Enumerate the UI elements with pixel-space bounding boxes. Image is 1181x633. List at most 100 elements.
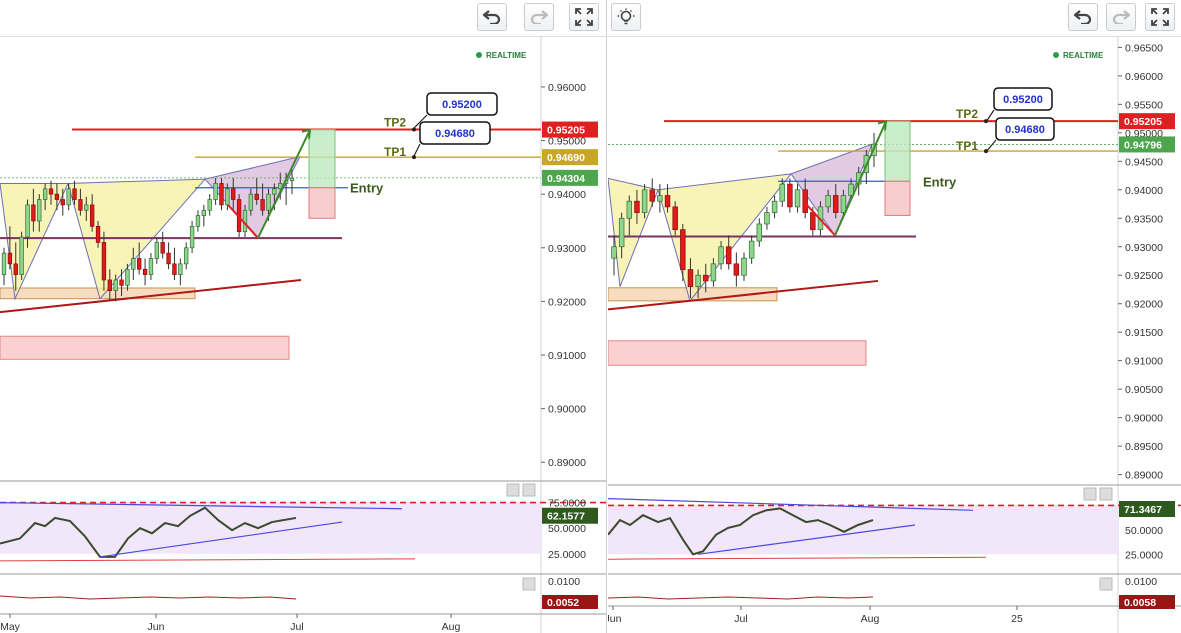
pane-up-button[interactable] xyxy=(522,577,536,591)
fullscreen-icon xyxy=(1151,8,1169,26)
candle xyxy=(649,189,655,202)
candle xyxy=(802,189,808,213)
rsi-trendline xyxy=(608,497,974,511)
entry-label: Entry xyxy=(923,174,957,189)
price-tag xyxy=(1119,136,1175,153)
chart-area-left[interactable]: REALTIME 0.96000 0.95000 0.94000 0.93000 0.92… xyxy=(0,36,606,633)
fullscreen-button[interactable] xyxy=(1145,3,1175,31)
projection-leg xyxy=(257,129,311,239)
price-callout-box xyxy=(419,121,491,145)
lower-value-tag xyxy=(1119,595,1175,609)
price-tag-label: 0.95205 xyxy=(547,125,585,137)
lower-value-tag xyxy=(542,595,598,609)
pane-down-button[interactable] xyxy=(1099,487,1113,501)
price-tag xyxy=(1119,113,1175,130)
candle xyxy=(741,257,747,276)
candle xyxy=(7,252,13,265)
candle xyxy=(618,217,625,248)
tp2-anchor-dot xyxy=(412,127,416,132)
pane-up-button[interactable] xyxy=(506,483,520,497)
candle xyxy=(19,236,24,275)
chart-panel-left[interactable]: REALTIME 0.96000 0.95000 0.94000 0.93000 0.92… xyxy=(0,0,607,633)
target-zone xyxy=(884,120,911,182)
tp1-label: TP1 xyxy=(384,145,406,159)
pane-down-button[interactable] xyxy=(522,483,536,497)
realtime-label: REALTIME xyxy=(1063,51,1104,60)
rsi-tick-label: 75.0000 xyxy=(548,498,586,510)
candle xyxy=(42,188,48,200)
rsi-tick-label: 25.0000 xyxy=(548,549,586,561)
candle xyxy=(695,274,701,287)
projection-leg xyxy=(227,204,259,239)
price-callout-box xyxy=(426,92,498,116)
candle xyxy=(225,188,230,206)
candle xyxy=(89,204,95,227)
price-tag xyxy=(542,149,598,166)
stop-zone xyxy=(308,187,336,219)
x-tick-label: Jul xyxy=(290,621,303,633)
candle xyxy=(289,177,295,182)
candle xyxy=(272,188,277,195)
rsi-trendline xyxy=(697,524,916,555)
candle xyxy=(131,258,136,270)
undo-button[interactable] xyxy=(477,3,507,31)
pane-up-button[interactable] xyxy=(1083,487,1097,501)
undo-icon xyxy=(483,10,501,24)
rsi-value-label: 71.3467 xyxy=(1124,504,1162,516)
candle xyxy=(13,263,18,275)
candle xyxy=(611,246,617,259)
projection-arrow-head xyxy=(877,120,888,131)
chart-panel-right[interactable]: REALTIME 0.96500 0.96000 0.95500 0.95000 0.94… xyxy=(608,0,1181,633)
price-callout-box xyxy=(993,87,1053,111)
undo-button[interactable] xyxy=(1068,3,1098,31)
candle xyxy=(718,246,724,265)
candle xyxy=(148,258,154,275)
rsi-value-tag xyxy=(1119,501,1175,518)
candle xyxy=(794,189,801,208)
candle xyxy=(260,199,265,211)
y-tick-label: 0.89500 xyxy=(1125,441,1163,453)
price-callout-text: 0.95200 xyxy=(442,99,482,111)
lower-indicator-line xyxy=(608,596,874,600)
supply-zone xyxy=(0,335,290,360)
x-tick-label: Jun xyxy=(608,613,622,625)
projection-arrow-head xyxy=(301,128,312,139)
y-tick-label: 0.90000 xyxy=(1125,413,1163,425)
rsi-value-tag xyxy=(542,507,598,524)
y-tick-label: 0.90500 xyxy=(1125,384,1163,396)
fullscreen-button[interactable] xyxy=(569,3,599,31)
undo-icon xyxy=(1074,10,1092,24)
y-tick-label: 0.96000 xyxy=(1125,71,1163,83)
candle xyxy=(37,199,42,222)
entry-label: Entry xyxy=(350,181,384,196)
rsi-tick-label: 25.0000 xyxy=(1125,549,1163,561)
candle xyxy=(201,209,207,216)
candle xyxy=(137,258,142,270)
candle xyxy=(166,252,171,265)
stop-zone xyxy=(884,180,911,216)
candle xyxy=(626,200,633,219)
candle xyxy=(101,242,107,281)
candle xyxy=(172,263,177,275)
candle xyxy=(825,195,831,208)
candle xyxy=(119,279,124,286)
candle xyxy=(207,199,212,211)
ideas-button[interactable] xyxy=(611,3,641,31)
candle xyxy=(219,183,224,206)
chart-toolbar-right xyxy=(608,0,1181,37)
candle xyxy=(189,225,195,249)
price-tag xyxy=(542,121,598,138)
y-tick-label: 0.93000 xyxy=(548,243,586,255)
pane-up-button[interactable] xyxy=(1099,577,1113,591)
price-tag-label: 0.94796 xyxy=(1124,139,1162,151)
projection-leg xyxy=(834,121,887,236)
rsi-tick-label: 50.0000 xyxy=(1125,525,1163,537)
y-tick-label: 0.89000 xyxy=(548,457,586,469)
y-tick-label: 0.90000 xyxy=(548,404,586,416)
redo-button[interactable] xyxy=(524,3,554,31)
candle xyxy=(764,212,770,225)
y-tick-label: 0.89000 xyxy=(1125,470,1163,482)
lower-tick-label: 0.0100 xyxy=(548,576,580,588)
chart-area-right[interactable]: REALTIME0.965000.960000.955000.950000.94… xyxy=(608,36,1181,633)
redo-button[interactable] xyxy=(1106,3,1136,31)
